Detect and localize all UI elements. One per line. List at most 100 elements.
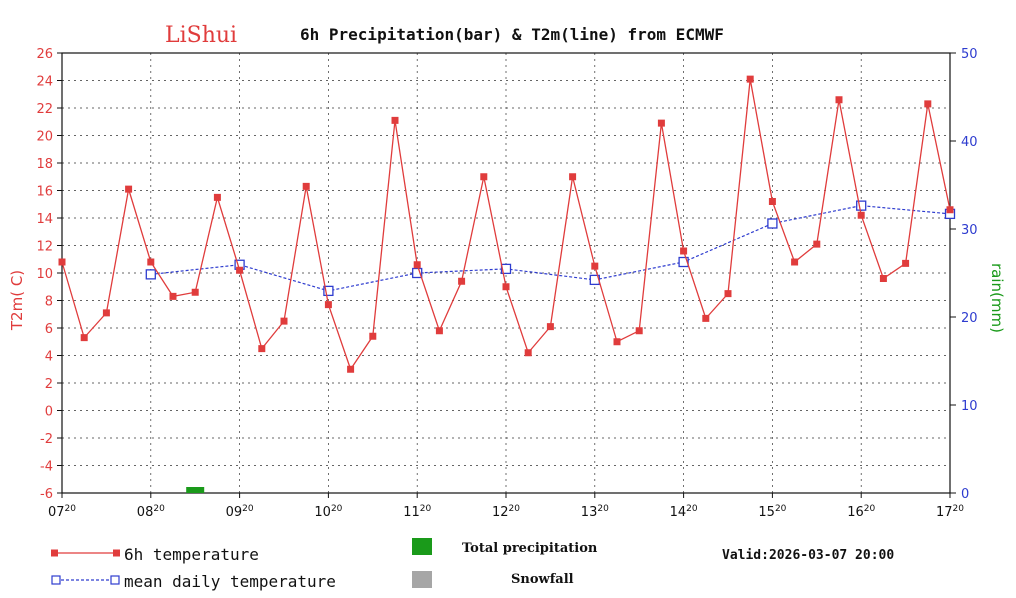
temperature-point	[391, 116, 399, 124]
temperature-point	[102, 309, 110, 317]
temperature-point	[746, 75, 754, 83]
temperature-point	[80, 334, 88, 342]
precipitation-bars	[186, 487, 205, 493]
right-axis-ticks: 50 40 30 20 10 0	[950, 47, 978, 502]
left-tick-label: 10	[36, 267, 53, 282]
legend-precip-label: Total precipitation	[462, 541, 598, 556]
temperature-point	[169, 292, 177, 300]
x-axis-ticks: 0720 0820 0920 1020 1120 1220 1320 1420 1520 1620…	[48, 493, 964, 520]
temperature-point	[946, 206, 954, 214]
x-tick-label: 1120	[403, 504, 431, 520]
left-tick-label: 14	[36, 212, 53, 227]
left-tick-label: 12	[36, 240, 53, 255]
left-tick-label: 20	[36, 130, 53, 145]
temperature-point	[546, 323, 554, 331]
temperature-point	[791, 258, 799, 266]
temperature-point	[58, 258, 66, 266]
mean-temperature-point	[678, 256, 689, 268]
legend-snow-swatch	[412, 571, 432, 588]
legend-temp-marker	[113, 549, 120, 557]
legend-temp-marker	[51, 549, 58, 557]
x-tick-label: 1220	[492, 504, 520, 520]
temperature-point	[613, 338, 621, 346]
temperature-point	[324, 301, 332, 309]
temperature-point	[502, 283, 510, 291]
legend-mean-label: mean daily temperature	[124, 572, 336, 591]
precipitation-bar	[186, 487, 205, 493]
temperature-point	[302, 182, 310, 190]
temperature-point	[413, 261, 421, 269]
temperature-point	[458, 277, 466, 285]
left-tick-label: 18	[36, 157, 53, 172]
legend-temp-label: 6h temperature	[124, 545, 259, 564]
right-tick-label: 10	[961, 399, 978, 414]
x-tick-label: 1420	[670, 504, 698, 520]
x-tick-label: 1320	[581, 504, 609, 520]
left-tick-label: -2	[40, 432, 53, 447]
temperature-point	[724, 290, 732, 298]
temperature-point	[480, 173, 488, 181]
temperature-point	[924, 100, 932, 108]
x-tick-label: 1520	[758, 504, 786, 520]
x-tick-label: 0720	[48, 504, 76, 520]
x-tick-label: 0920	[226, 504, 254, 520]
temperature-point	[857, 211, 865, 219]
chart-title: 6h Precipitation(bar) & T2m(line) from E…	[300, 25, 724, 44]
x-tick-label: 1720	[936, 504, 964, 520]
temperature-point	[125, 185, 133, 193]
temperature-line	[61, 79, 951, 371]
temperature-point	[213, 193, 221, 201]
left-tick-label: 2	[45, 377, 53, 392]
legend-mean-marker	[110, 575, 120, 585]
legend-snow-label: Snowfall	[511, 572, 574, 587]
temperature-point	[879, 275, 887, 282]
temperature-point	[280, 317, 288, 325]
temperature-series	[58, 75, 954, 373]
left-tick-label: 8	[45, 295, 53, 310]
temperature-point	[435, 327, 443, 335]
legend-precip-swatch	[412, 538, 432, 555]
mean-temperature-point	[856, 200, 867, 211]
mean-temperature-line	[150, 205, 951, 292]
left-tick-label: 0	[45, 405, 53, 420]
mean-temperature-point	[412, 267, 423, 279]
x-tick-label: 0820	[137, 504, 165, 520]
left-tick-label: 26	[36, 47, 53, 62]
valid-time: Valid:2026-03-07 20:00	[722, 548, 894, 563]
temperature-point	[591, 262, 599, 270]
mean-temperature-point	[767, 218, 778, 229]
left-tick-label: -4	[40, 460, 53, 475]
temperature-point	[347, 365, 355, 373]
temperature-point	[902, 259, 910, 267]
mean-temperature-point	[500, 263, 512, 275]
left-tick-label: 16	[36, 185, 53, 200]
temperature-point	[569, 173, 577, 181]
temperature-point	[702, 314, 710, 322]
temperature-point	[835, 96, 843, 104]
right-tick-label: 50	[961, 47, 978, 62]
chart-title-city: LiShui	[165, 23, 237, 48]
legend-mean-marker	[51, 575, 61, 585]
mean-temperature-point	[145, 269, 156, 280]
grid	[62, 53, 950, 493]
right-tick-label: 0	[961, 487, 969, 502]
left-tick-label: 22	[36, 102, 53, 117]
temperature-point	[680, 247, 688, 255]
x-tick-label: 1020	[314, 504, 342, 520]
temperature-point	[768, 198, 776, 205]
right-tick-label: 40	[961, 135, 978, 150]
temperature-point	[191, 288, 199, 296]
temperature-point	[524, 349, 532, 357]
left-tick-label: 4	[45, 350, 53, 365]
temperature-point	[635, 327, 643, 335]
mean-temperature-series	[145, 200, 956, 297]
left-tick-label: -6	[40, 487, 53, 502]
right-tick-label: 30	[961, 223, 978, 238]
left-tick-label: 24	[36, 75, 53, 90]
right-axis-label: rain(mm)	[988, 263, 1006, 333]
temperature-point	[258, 345, 266, 353]
left-tick-label: 6	[45, 322, 53, 337]
left-axis-label: T2m( C)	[8, 270, 26, 331]
